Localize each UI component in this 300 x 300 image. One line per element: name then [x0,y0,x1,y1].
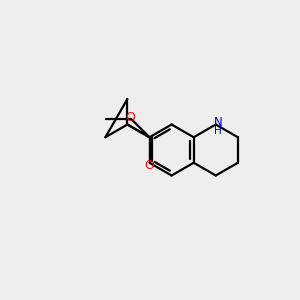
Text: N: N [214,116,223,130]
Text: O: O [145,159,154,172]
Text: H: H [214,126,222,136]
Text: O: O [125,111,135,124]
